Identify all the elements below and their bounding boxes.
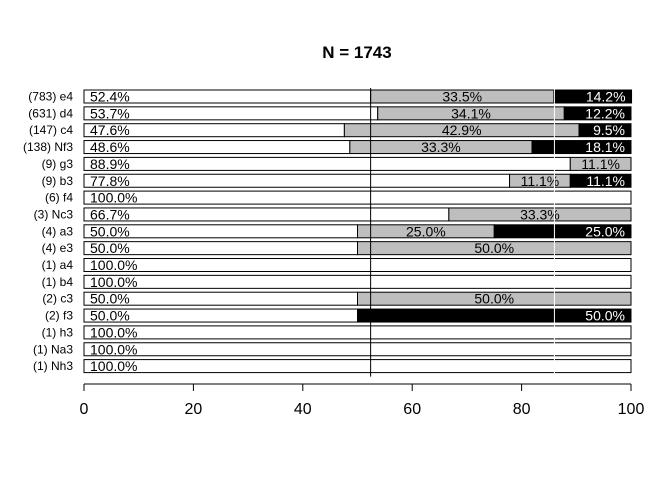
row-label: (138) Nf3 <box>23 140 73 154</box>
percent-label: 9.5% <box>593 122 625 138</box>
row-label: (1) b4 <box>42 275 74 289</box>
percent-label: 50.0% <box>90 223 130 239</box>
bar-segment <box>83 325 632 340</box>
bar-segment <box>83 359 632 374</box>
bar-segment <box>357 291 632 306</box>
percent-label: 11.1% <box>581 156 620 172</box>
percent-label: 12.2% <box>585 105 625 121</box>
x-tick-label: 20 <box>185 401 203 418</box>
percent-label: 33.5% <box>442 89 482 105</box>
bar-segment <box>357 308 632 323</box>
row-label: (9) b3 <box>42 174 74 188</box>
bar-segment <box>357 241 632 256</box>
percent-label: 50.0% <box>90 291 130 307</box>
row-label: (1) Na3 <box>33 342 73 356</box>
bar-segment <box>578 123 632 138</box>
bar-segment <box>83 156 571 171</box>
bar-segment <box>83 274 632 289</box>
percent-label: 14.2% <box>586 89 626 105</box>
percent-label: 33.3% <box>421 139 461 155</box>
row-label: (783) e4 <box>28 90 73 104</box>
percent-label: 50.0% <box>90 240 130 256</box>
x-tick-label: 40 <box>294 401 312 418</box>
percent-label: 100.0% <box>90 257 137 273</box>
percent-label: 50.0% <box>90 308 130 324</box>
row-label: (4) e3 <box>42 241 74 255</box>
x-tick-label: 60 <box>403 401 421 418</box>
percent-label: 100.0% <box>90 358 137 374</box>
row-label: (9) g3 <box>42 157 74 171</box>
percent-label: 25.0% <box>585 223 625 239</box>
percent-label: 48.6% <box>90 139 130 155</box>
x-axis: 0 20 40 60 80 100 <box>80 383 645 418</box>
percent-label: 88.9% <box>90 156 130 172</box>
x-tick-label: 0 <box>80 401 89 418</box>
row-label: (4) a3 <box>42 224 74 238</box>
row-label: (2) c3 <box>42 292 73 306</box>
percent-label: 34.1% <box>451 105 491 121</box>
percent-label: 50.0% <box>474 291 514 307</box>
bar-segment <box>563 106 632 121</box>
percent-label: 33.3% <box>520 206 560 222</box>
row-label: (1) a4 <box>42 258 74 272</box>
row-label: (631) d4 <box>28 106 73 120</box>
percent-label: 100.0% <box>90 341 137 357</box>
bar-segment <box>493 224 632 239</box>
percent-label: 66.7% <box>90 206 130 222</box>
percent-label: 42.9% <box>442 122 482 138</box>
bar-segment <box>569 173 632 188</box>
percent-label: 47.6% <box>90 122 130 138</box>
percent-label: 100.0% <box>90 274 137 290</box>
bar-segment <box>83 207 450 222</box>
bar-segment <box>83 258 632 272</box>
percent-label: 18.1% <box>585 139 625 155</box>
chart-title: N = 1743 <box>322 43 391 62</box>
row-label: (2) f3 <box>45 309 73 323</box>
row-label: (147) c4 <box>29 123 73 137</box>
percent-label: 100.0% <box>90 190 137 206</box>
percent-label: 52.4% <box>90 89 130 105</box>
percent-label: 53.7% <box>90 105 130 121</box>
bars-group: (783) e4 52.4% 33.5% 14.2% (631) d4 53.7% 34.1… <box>23 88 633 377</box>
bar-segment <box>531 140 632 155</box>
row-label: (6) f4 <box>45 191 73 205</box>
bar-segment <box>569 156 632 171</box>
percent-label: 50.0% <box>585 308 625 324</box>
x-tick-label: 100 <box>618 401 645 418</box>
bar-segment <box>83 342 632 357</box>
bar-segment <box>83 190 632 205</box>
percent-label: 50.0% <box>474 240 514 256</box>
row-label: (3) Nc3 <box>34 207 74 221</box>
percent-label: 100.0% <box>90 324 137 340</box>
row-label: (1) Nh3 <box>33 359 73 373</box>
bar-segment <box>83 173 511 188</box>
percent-label: 25.0% <box>406 223 446 239</box>
bar-segment <box>448 207 632 222</box>
x-tick-label: 80 <box>513 401 531 418</box>
percent-label: 11.1% <box>586 173 625 189</box>
percent-label: 77.8% <box>90 173 130 189</box>
bar-segment <box>553 89 633 104</box>
row-label: (1) h3 <box>42 325 74 339</box>
percent-label: 11.1% <box>521 173 560 189</box>
